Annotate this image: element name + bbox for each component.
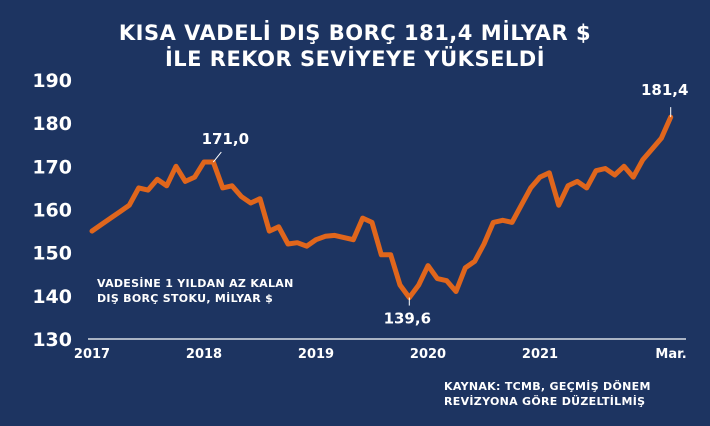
chart-title-line-2: İLE REKOR SEVİYEYE YÜKSELDİ <box>164 47 546 71</box>
x-tick-label: 2017 <box>74 347 110 362</box>
x-tick-label: 2020 <box>410 347 446 362</box>
y-tick-label: 160 <box>32 200 72 222</box>
y-tick-label: 180 <box>32 113 72 135</box>
data-annotations: 171,0 139,6 181,4 <box>202 81 689 327</box>
y-tick-label: 130 <box>32 329 72 351</box>
y-tick-label: 140 <box>32 286 72 308</box>
data-label: 181,4 <box>641 81 688 99</box>
x-tick-label: Mar. <box>655 347 686 362</box>
y-tick-label: 150 <box>32 243 72 265</box>
y-tick-labels: 190 180 170 160 150 140 130 <box>32 70 72 351</box>
series-note-line-2: DIŞ BORÇ STOKU, MİLYAR $ <box>97 292 274 305</box>
series-note: VADESİNE 1 YILDAN AZ KALAN DIŞ BORÇ STOK… <box>97 276 294 306</box>
x-tick-label: 2021 <box>522 347 558 362</box>
y-tick-label: 170 <box>32 156 72 178</box>
x-tick-label: 2019 <box>298 347 334 362</box>
chart-title-line-1: KISA VADELİ DIŞ BORÇ 181,4 MİLYAR $ <box>118 21 592 45</box>
y-tick-label: 190 <box>32 70 72 92</box>
x-tick-labels: 2017 2018 2019 2020 2021 Mar. <box>74 347 687 362</box>
source-note: KAYNAK: TCMB, GEÇMİŞ DÖNEM REVİZYONA GÖR… <box>444 379 651 409</box>
x-tick-label: 2018 <box>186 347 222 362</box>
annotation-leader <box>212 151 222 163</box>
series-line <box>89 114 674 301</box>
chart-title: KISA VADELİ DIŞ BORÇ 181,4 MİLYAR $ İLE … <box>0 20 710 72</box>
data-label: 139,6 <box>384 310 431 328</box>
series-note-line-1: VADESİNE 1 YILDAN AZ KALAN <box>97 277 294 290</box>
data-label: 171,0 <box>202 130 249 148</box>
source-line-2: REVİZYONA GÖRE DÜZELTİLMİŞ <box>444 395 646 408</box>
source-line-1: KAYNAK: TCMB, GEÇMİŞ DÖNEM <box>444 380 651 393</box>
